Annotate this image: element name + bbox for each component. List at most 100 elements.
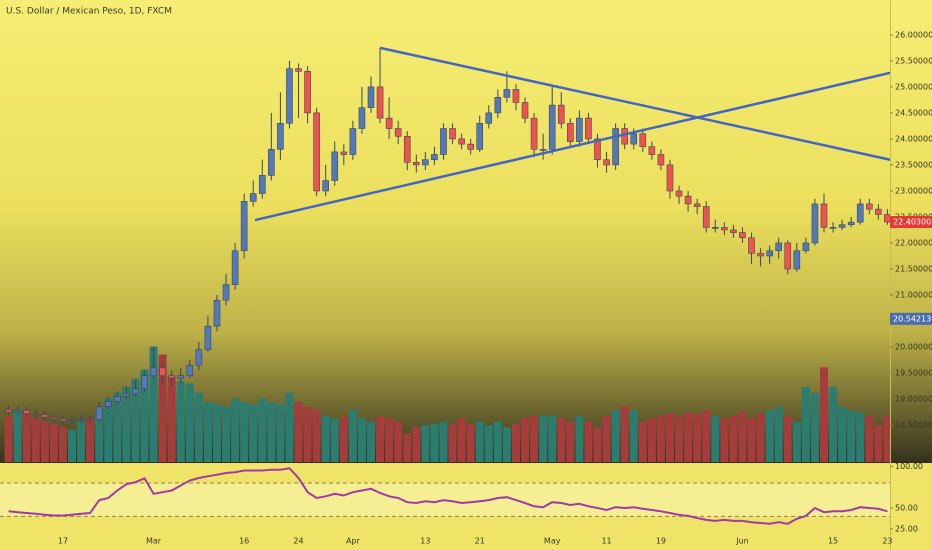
candle-body (621, 128, 628, 145)
candle-body (150, 367, 157, 376)
candle-body (240, 201, 248, 252)
candle-body (512, 89, 520, 103)
volume-bar (539, 415, 548, 462)
candle-body (467, 143, 474, 150)
volume-bar (131, 378, 140, 462)
volume-bar (339, 415, 348, 462)
volume-bar (820, 367, 828, 462)
candle-body (95, 406, 103, 421)
volume-bar (611, 410, 620, 462)
candle-body (648, 146, 656, 155)
candle-body (539, 149, 547, 151)
volume-bar (285, 392, 294, 462)
candle-body (440, 128, 447, 155)
candle-body (403, 136, 411, 163)
y-tick-label: 20.00000 (895, 343, 932, 352)
x-tick-label: Jun (735, 537, 749, 546)
volume-bar (783, 415, 792, 462)
candle-body (249, 193, 257, 202)
volume-bar (240, 401, 249, 462)
candle-body (449, 128, 456, 140)
volume-bar (158, 354, 167, 462)
candle-body (186, 364, 194, 376)
candle-body (612, 128, 619, 166)
trend-line (379, 46, 890, 161)
chart-title: U.S. Dollar / Mexican Peso, 1D, FXCM (6, 7, 172, 17)
price-label: 22.40300 (893, 217, 931, 226)
candle-body (41, 414, 49, 418)
volume-bar (647, 418, 656, 462)
volume-bar (475, 421, 484, 462)
candle-body (567, 123, 574, 142)
trend-line (254, 71, 890, 222)
volume-bar (31, 418, 40, 462)
volume-bar (68, 429, 77, 462)
x-tick-label: May (544, 537, 561, 546)
candle-body (548, 104, 556, 150)
candle-body (557, 104, 565, 124)
volume-bar (566, 421, 575, 462)
volume-bar (729, 415, 738, 462)
candle-body (630, 133, 638, 145)
candle-body (104, 401, 112, 408)
x-tick-label: 13 (420, 537, 430, 546)
volume-bar (367, 421, 375, 462)
candle-body (68, 419, 76, 422)
volume-bar (702, 410, 711, 462)
volume-bar (865, 415, 874, 462)
volume-bar (557, 418, 566, 462)
candle-body (865, 203, 873, 210)
candle-body (5, 409, 12, 413)
candle-body (829, 227, 837, 229)
x-tick-label: 17 (58, 537, 68, 546)
candle-body (313, 112, 320, 192)
y-tick-label: 23.50000 (895, 160, 932, 169)
volume-bar (756, 413, 765, 462)
volume-bar (385, 418, 394, 462)
volume-bar (113, 392, 122, 462)
candle-body (811, 203, 819, 244)
volume-bar (430, 423, 439, 462)
candle-body (657, 154, 665, 166)
volume-bar (22, 412, 31, 462)
candle-layer (5, 46, 890, 425)
candle-body (784, 242, 792, 270)
candle-body (847, 221, 855, 226)
y-tick-label: 19.00000 (895, 395, 932, 404)
candle-body (775, 242, 783, 252)
x-tick-label: 23 (882, 537, 892, 546)
volume-bar (194, 392, 203, 462)
volume-bar (521, 418, 530, 462)
volume-bar (421, 425, 430, 462)
y-tick-label: 21.00000 (895, 290, 932, 299)
volume-bar (774, 406, 783, 462)
candle-body (875, 208, 882, 215)
candle-body (141, 375, 148, 389)
candle-body (231, 250, 239, 285)
candle-body (802, 242, 810, 252)
volume-bar (330, 418, 339, 462)
volume-bar (511, 423, 520, 462)
volume-bar (403, 433, 412, 462)
price-label: 20.54213 (893, 314, 931, 323)
y-tick-label: 22.00000 (895, 238, 932, 247)
volume-bar (357, 418, 366, 462)
y-tick-label: 26.00000 (895, 30, 932, 39)
volume-bar (620, 406, 629, 462)
candle-body (739, 232, 746, 239)
candle-body (14, 410, 21, 413)
candle-body (86, 418, 94, 421)
rsi-tick-label: 100.00 (895, 462, 923, 471)
volume-bar (58, 427, 67, 462)
candle-body (195, 349, 203, 366)
candle-body (684, 195, 692, 205)
volume-bar (720, 418, 729, 462)
candle-body (721, 227, 728, 231)
candle-body (793, 250, 801, 270)
candle-body (77, 418, 85, 421)
candle-body (376, 86, 384, 119)
volume-bar (675, 415, 684, 462)
candle-body (394, 128, 402, 137)
volume-bar (267, 401, 276, 462)
volume-bar (493, 421, 502, 462)
